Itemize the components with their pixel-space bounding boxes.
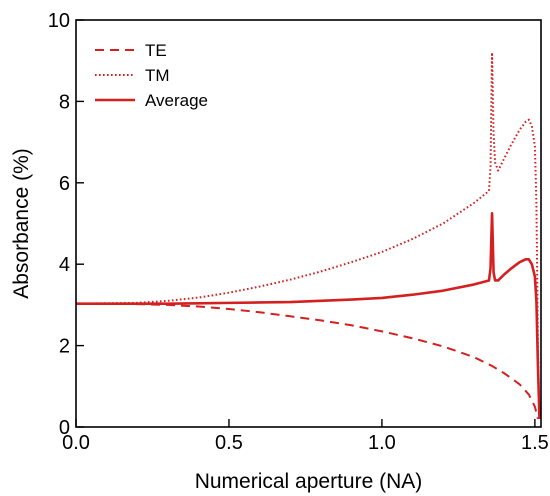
legend-label-tm: TM <box>145 66 170 85</box>
ticks-layer: 0.0 0.5 1.0 1.5 0 2 4 6 8 10 <box>48 10 549 454</box>
y-tick-label: 8 <box>59 91 70 113</box>
y-tick-label: 4 <box>59 254 70 276</box>
y-tick-label: 6 <box>59 173 70 195</box>
legend-label-te: TE <box>145 41 167 60</box>
x-tick-label: 0.5 <box>215 432 243 454</box>
x-tick-label: 1.0 <box>368 432 396 454</box>
plot-frame <box>75 19 542 428</box>
legend: TE TM Average <box>95 41 208 110</box>
y-tick-label: 10 <box>48 10 70 32</box>
legend-label-average: Average <box>145 91 208 110</box>
y-tick-label: 2 <box>59 336 70 358</box>
x-tick-label: 1.5 <box>521 432 549 454</box>
y-tick-label: 0 <box>59 417 70 439</box>
series-layer <box>76 51 541 420</box>
series-line-tm <box>76 51 541 419</box>
series-line-te <box>76 302 539 420</box>
series-line-average <box>76 212 541 419</box>
y-axis-label: Absorbance (%) <box>10 148 33 299</box>
x-axis-label: Numerical aperture (NA) <box>195 470 423 493</box>
x-tick-label: 0.0 <box>62 432 90 454</box>
